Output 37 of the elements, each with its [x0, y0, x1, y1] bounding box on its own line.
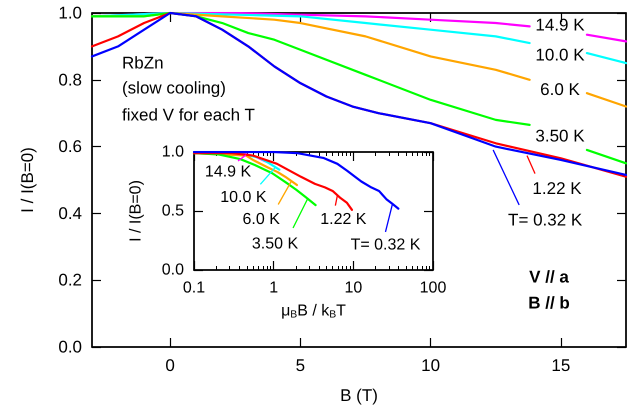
annotation: 10.0 K — [220, 188, 267, 206]
y-tick-label: 0.0 — [162, 262, 184, 278]
annotation: 6.0 K — [540, 80, 581, 99]
x-tick-label: 5 — [296, 356, 306, 375]
annotation: 14.9 K — [535, 16, 586, 34]
annotation: 10.0 K — [535, 46, 586, 64]
y-tick-label: 0.8 — [58, 70, 82, 90]
annotation: T= 0.32 K — [508, 210, 583, 230]
y-tick-label: 1.0 — [162, 144, 184, 160]
y-tick-label: 0.2 — [58, 270, 82, 290]
y-tick-label: 0.0 — [58, 338, 82, 356]
y-axis-title: I / I(B=0) — [128, 180, 144, 242]
annotation: 1.22 K — [320, 211, 367, 228]
y-tick-label: 0.5 — [162, 202, 184, 220]
x-tick-label: 1 — [269, 280, 278, 296]
annotation: 14.9 K — [204, 163, 252, 180]
annotation: 6.0 K — [242, 211, 280, 228]
x-tick-label: 0 — [165, 356, 175, 375]
annotation: V // a — [529, 268, 570, 286]
x-tick-label: 10 — [344, 280, 362, 296]
x-tick-label: 0.1 — [182, 280, 206, 296]
y-tick-label: 1.0 — [58, 4, 82, 22]
annotation: 3.50 K — [252, 236, 298, 253]
annotation: (slow cooling) — [122, 78, 226, 98]
y-tick-label: 0.4 — [58, 204, 82, 223]
x-tick-label: 100 — [420, 280, 446, 296]
x-axis-title: B (T) — [340, 386, 378, 405]
y-axis-title: I / I(B=0) — [18, 147, 37, 213]
annotation: 3.50 K — [535, 126, 586, 146]
x-tick-label: 10 — [421, 356, 440, 375]
annotation: fixed V for each T — [122, 106, 255, 124]
annotation: B // b — [528, 294, 570, 312]
x-tick-label: 15 — [551, 356, 570, 375]
y-tick-label: 0.6 — [58, 137, 82, 156]
annotation: RbZn — [122, 54, 164, 72]
annotation: T= 0.32 K — [350, 236, 421, 254]
annotation: 1.22 K — [532, 179, 582, 198]
